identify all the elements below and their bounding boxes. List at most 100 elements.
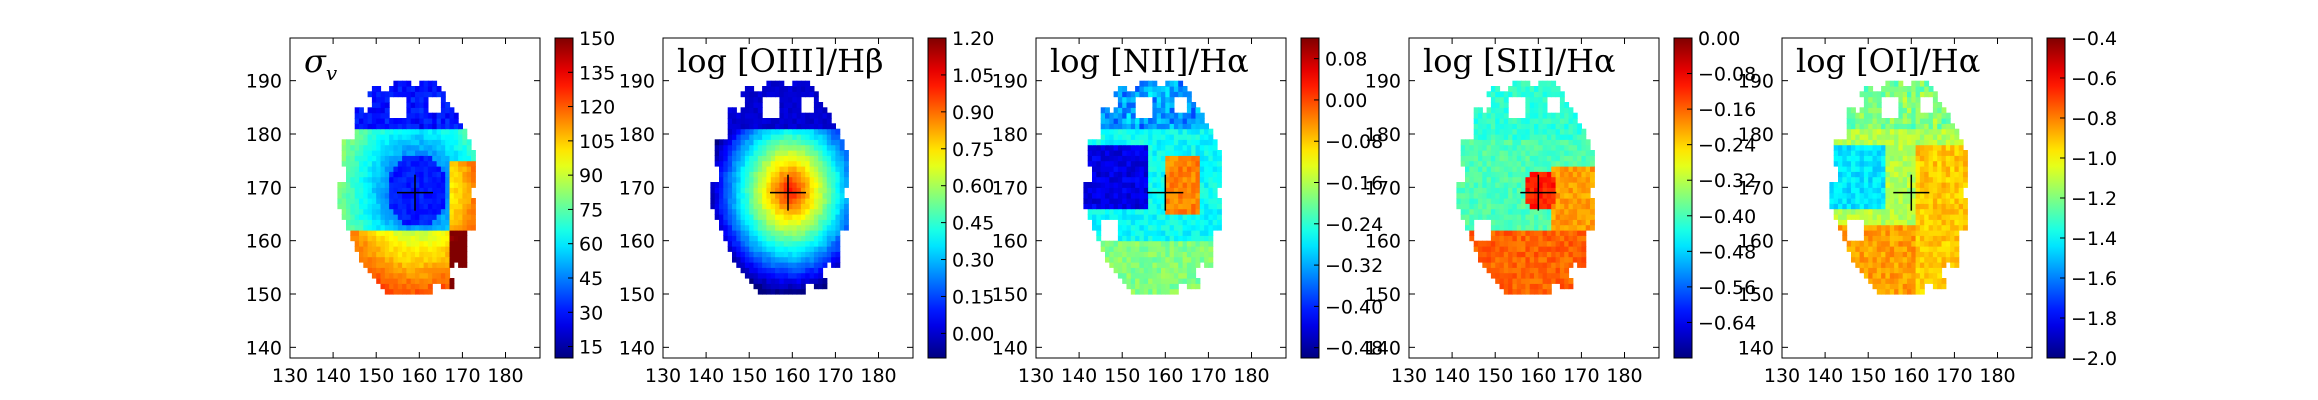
heatmap-cell: [384, 182, 390, 188]
heatmap-cell: [1932, 251, 1938, 258]
heatmap-cell: [1911, 134, 1917, 140]
heatmap-cell: [1182, 128, 1188, 135]
heatmap-cell: [1508, 256, 1513, 263]
heatmap-cell: [1169, 144, 1175, 151]
heatmap-cell: [346, 203, 351, 210]
heatmap-cell: [766, 198, 772, 204]
heatmap-cell: [719, 144, 724, 151]
heatmap-cell: [1092, 166, 1097, 172]
heatmap-cell: [1911, 267, 1917, 274]
heatmap-cell: [1924, 139, 1930, 146]
heatmap-cell: [1564, 166, 1570, 172]
heatmap-cell: [1161, 214, 1166, 220]
heatmap-cell: [1932, 214, 1938, 220]
heatmap-cell: [1152, 139, 1158, 146]
heatmap-cell: [419, 187, 425, 194]
heatmap-cell: [436, 203, 442, 210]
heatmap-cell: [1859, 256, 1865, 263]
heatmap-cell: [796, 240, 802, 247]
heatmap-cell: [371, 208, 377, 215]
heatmap-cell: [744, 128, 750, 135]
heatmap-cell: [1851, 166, 1856, 172]
heatmap-cell: [1139, 192, 1145, 199]
heatmap-cell: [466, 214, 472, 220]
heatmap-cell: [410, 240, 416, 247]
heatmap-cell: [432, 214, 438, 220]
heatmap-cell: [1538, 278, 1544, 284]
heatmap-cell: [1135, 198, 1140, 204]
heatmap-cell: [1932, 160, 1938, 167]
heatmap-cell: [363, 112, 369, 119]
heatmap-cell: [1178, 219, 1184, 226]
heatmap-cell: [1902, 208, 1908, 215]
heatmap-cell: [410, 118, 416, 124]
heatmap-cell: [1199, 182, 1205, 188]
heatmap-cell: [1833, 155, 1839, 162]
heatmap-cell: [800, 123, 806, 130]
heatmap-cell: [376, 160, 382, 167]
heatmap-cell: [1178, 176, 1184, 183]
heatmap-cell: [1212, 187, 1218, 194]
heatmap-cell: [1538, 171, 1544, 178]
heatmap: [1829, 80, 1968, 295]
heatmap-cell: [1204, 230, 1209, 236]
heatmap-cell: [757, 240, 763, 247]
heatmap-cell: [1143, 187, 1149, 194]
heatmap-cell: [1542, 235, 1548, 242]
heatmap-cell: [783, 192, 789, 199]
heatmap-cell: [1568, 160, 1574, 167]
heatmap-cell: [367, 208, 373, 215]
heatmap-cell: [1490, 182, 1496, 188]
heatmap-cell: [762, 251, 767, 258]
heatmap-cell: [805, 203, 811, 210]
heatmap-cell: [1152, 123, 1158, 130]
heatmap-cell: [818, 219, 824, 226]
heatmap-cell: [1113, 134, 1119, 140]
heatmap-cell: [1855, 134, 1861, 140]
heatmap-cell: [1963, 176, 1968, 183]
heatmap-cell: [727, 128, 733, 135]
heatmap-cell: [1482, 160, 1488, 167]
heatmap-cell: [844, 224, 849, 231]
heatmap-cell: [1191, 176, 1197, 183]
heatmap-cell: [1126, 256, 1132, 263]
heatmap-cell: [749, 224, 755, 231]
heatmap-cell: [1564, 262, 1570, 268]
heatmap-cell: [384, 288, 390, 295]
heatmap-cell: [1907, 192, 1912, 199]
colorbar-tick-label: −0.48: [1325, 338, 1383, 360]
heatmap-cell: [462, 251, 468, 258]
heatmap-cell: [1898, 166, 1904, 172]
heatmap-cell: [406, 176, 412, 183]
heatmap-cell: [458, 171, 463, 178]
heatmap-cell: [1538, 214, 1544, 220]
heatmap-cell: [714, 214, 720, 220]
heatmap-cell: [1833, 139, 1839, 146]
heatmap-cell: [1941, 182, 1947, 188]
heatmap-cell: [406, 214, 412, 220]
heatmap-cell: [770, 240, 776, 247]
heatmap-cell: [1572, 235, 1578, 242]
heatmap-cell: [1534, 134, 1539, 140]
heatmap-cell: [346, 198, 351, 204]
heatmap-cell: [1173, 256, 1179, 263]
heatmap-cell: [1863, 203, 1869, 210]
heatmap-cell: [796, 224, 802, 231]
heatmap-cell: [744, 203, 750, 210]
heatmap-cell: [1130, 187, 1136, 194]
heatmap-cell: [770, 80, 776, 87]
heatmap-cell: [1945, 246, 1951, 252]
heatmap-cell: [380, 230, 386, 236]
heatmap-cell: [376, 198, 382, 204]
heatmap-cell: [1551, 166, 1557, 172]
heatmap-cell: [1109, 171, 1115, 178]
heatmap-cell: [1529, 86, 1535, 92]
heatmap-cell: [1156, 91, 1162, 98]
heatmap-cell: [788, 134, 793, 140]
heatmap-cell: [1534, 166, 1539, 172]
heatmap-cell: [1868, 166, 1874, 172]
heatmap-cell: [350, 176, 356, 183]
heatmap-cell: [1083, 198, 1089, 204]
heatmap-cell: [1555, 203, 1561, 210]
heatmap-cell: [1885, 224, 1891, 231]
